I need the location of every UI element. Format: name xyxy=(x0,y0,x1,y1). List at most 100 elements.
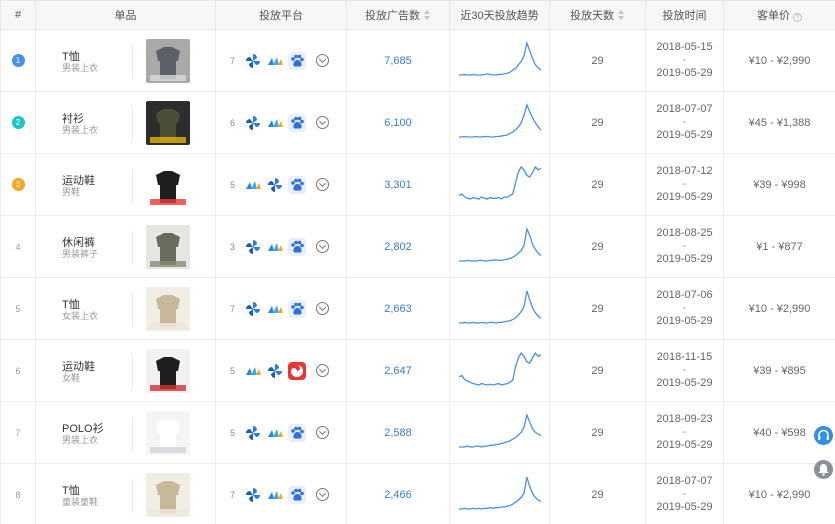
product-image[interactable] xyxy=(146,348,190,393)
platform-cell: 7 xyxy=(215,277,347,340)
table-row[interactable]: 2 衬衫 男装上衣 6 6,100 29 2018-07-07-2019-05-29 ¥45 … xyxy=(0,91,835,154)
end-date: 2019-05-29 xyxy=(656,315,713,327)
price-range: ¥39 - ¥895 xyxy=(753,364,806,377)
ad-count[interactable]: 2,802 xyxy=(384,240,412,253)
date-separator: - xyxy=(682,240,687,252)
sort-icon[interactable] xyxy=(424,10,431,20)
rank-cell: 7 xyxy=(0,401,36,464)
product-cell[interactable]: 衬衫 男装上衣 xyxy=(35,91,216,154)
product-name[interactable]: T恤 xyxy=(62,50,80,63)
pinwheel-app-icon xyxy=(246,425,260,440)
product-name[interactable]: 运动鞋 xyxy=(62,174,95,187)
rank-number: 5 xyxy=(15,303,21,314)
chevron-down-icon[interactable] xyxy=(316,488,329,501)
start-date: 2018-07-12 xyxy=(656,165,713,177)
product-cell[interactable]: T恤 女装上衣 xyxy=(35,277,216,340)
ad-count[interactable]: 6,100 xyxy=(384,116,412,129)
col-product: 单品 xyxy=(35,0,216,30)
trend-cell xyxy=(449,215,550,278)
platform-cell: 5 xyxy=(215,339,347,402)
table-row[interactable]: 8 T恤 童装童鞋 7 2,466 29 2018-07-07-2019-05-29 ¥10 … xyxy=(0,463,835,524)
product-cell[interactable]: POLO衫 男装上衣 xyxy=(35,401,216,464)
table-row[interactable]: 5 T恤 女装上衣 7 2,663 29 2018-07-06-2019-05-29 ¥10 … xyxy=(0,277,835,340)
pinwheel-app-icon xyxy=(268,177,282,192)
product-thumbnail[interactable] xyxy=(146,162,190,207)
chevron-down-icon[interactable] xyxy=(316,54,329,67)
table-row[interactable]: 7 POLO衫 男装上衣 5 2,588 29 2018-09-23-2019-05-29 ¥… xyxy=(0,401,835,464)
product-name[interactable]: 运动鞋 xyxy=(62,360,95,373)
trend-cell xyxy=(449,401,550,464)
product-image[interactable] xyxy=(146,224,190,269)
chevron-down-icon[interactable] xyxy=(316,178,329,191)
table-row[interactable]: 1 T恤 男装上衣 7 7,685 29 2018-05-15-2019-05-29 ¥10 … xyxy=(0,29,835,92)
product-image[interactable] xyxy=(146,162,190,207)
start-date: 2018-08-25 xyxy=(656,227,713,239)
product-image[interactable] xyxy=(146,100,190,145)
ad-count[interactable]: 2,466 xyxy=(384,488,412,501)
pinwheel-app-icon xyxy=(246,239,260,254)
divider xyxy=(132,478,133,513)
product-cell[interactable]: 休闲裤 男装裤子 xyxy=(35,215,216,278)
col-price: 客单价? xyxy=(723,0,835,30)
date-separator: - xyxy=(682,488,687,500)
table-row[interactable]: 3 运动鞋 男鞋 5 3,301 29 2018-07-12-2019-05-29 ¥39 -… xyxy=(0,153,835,216)
col-days[interactable]: 投放天数 xyxy=(549,0,646,30)
wave-app-icon xyxy=(268,428,283,437)
product-cell[interactable]: 运动鞋 男鞋 xyxy=(35,153,216,216)
start-date: 2018-11-15 xyxy=(656,351,713,363)
product-thumbnail[interactable] xyxy=(146,410,190,455)
trend-line xyxy=(458,412,541,448)
end-date: 2019-05-29 xyxy=(656,67,713,79)
days-cell: 29 xyxy=(549,215,646,278)
ad-count[interactable]: 2,647 xyxy=(384,364,412,377)
chevron-down-icon[interactable] xyxy=(316,116,329,129)
ad-count[interactable]: 2,588 xyxy=(384,426,412,439)
platform-cell: 7 xyxy=(215,29,347,92)
bell-icon[interactable] xyxy=(814,460,833,479)
platform-count: 3 xyxy=(230,241,236,252)
price-cell: ¥1 - ¥877 xyxy=(723,215,835,278)
headset-icon[interactable] xyxy=(814,426,833,445)
rank-cell: 6 xyxy=(0,339,36,402)
chevron-down-icon[interactable] xyxy=(316,426,329,439)
product-cell[interactable]: T恤 童装童鞋 xyxy=(35,463,216,524)
product-image[interactable] xyxy=(146,472,190,517)
time-cell: 2018-07-12-2019-05-29 xyxy=(645,153,724,216)
price-range: ¥39 - ¥998 xyxy=(753,178,806,191)
price-cell: ¥10 - ¥2,990 xyxy=(723,277,835,340)
product-thumbnail[interactable] xyxy=(146,224,190,269)
product-cell[interactable]: T恤 男装上衣 xyxy=(35,29,216,92)
col-time: 投放时间 xyxy=(645,0,724,30)
wave-app-icon xyxy=(268,490,283,499)
table-row[interactable]: 6 运动鞋 女鞋 5 2,647 29 2018-11-15-2019-05-29 ¥39 -… xyxy=(0,339,835,402)
question-icon[interactable]: ? xyxy=(793,13,802,22)
product-name[interactable]: POLO衫 xyxy=(62,422,104,435)
ad-count[interactable]: 7,685 xyxy=(384,54,412,67)
product-image[interactable] xyxy=(146,410,190,455)
ads-cell: 2,466 xyxy=(346,463,450,524)
product-name[interactable]: T恤 xyxy=(62,484,80,497)
col-trend: 近30天投放趋势 xyxy=(449,0,550,30)
product-name[interactable]: T恤 xyxy=(62,298,80,311)
product-thumbnail[interactable] xyxy=(146,38,190,83)
product-name[interactable]: 休闲裤 xyxy=(62,236,95,249)
product-image[interactable] xyxy=(146,286,190,331)
ad-days: 29 xyxy=(591,178,604,191)
product-thumbnail[interactable] xyxy=(146,348,190,393)
product-cell[interactable]: 运动鞋 女鞋 xyxy=(35,339,216,402)
product-thumbnail[interactable] xyxy=(146,472,190,517)
ad-count[interactable]: 2,663 xyxy=(384,302,412,315)
product-image[interactable] xyxy=(146,38,190,83)
ad-count[interactable]: 3,301 xyxy=(384,178,412,191)
product-name[interactable]: 衬衫 xyxy=(62,112,84,125)
sort-icon[interactable] xyxy=(618,10,625,20)
product-thumbnail[interactable] xyxy=(146,100,190,145)
chevron-down-icon[interactable] xyxy=(316,364,329,377)
trend-sparkline xyxy=(458,40,541,76)
chevron-down-icon[interactable] xyxy=(316,240,329,253)
product-thumbnail[interactable] xyxy=(146,286,190,331)
price-cell: ¥45 - ¥1,388 xyxy=(723,91,835,154)
col-ads[interactable]: 投放广告数 xyxy=(346,0,450,30)
chevron-down-icon[interactable] xyxy=(316,302,329,315)
table-row[interactable]: 4 休闲裤 男装裤子 3 2,802 29 2018-08-25-2019-05-29 ¥1 … xyxy=(0,215,835,278)
